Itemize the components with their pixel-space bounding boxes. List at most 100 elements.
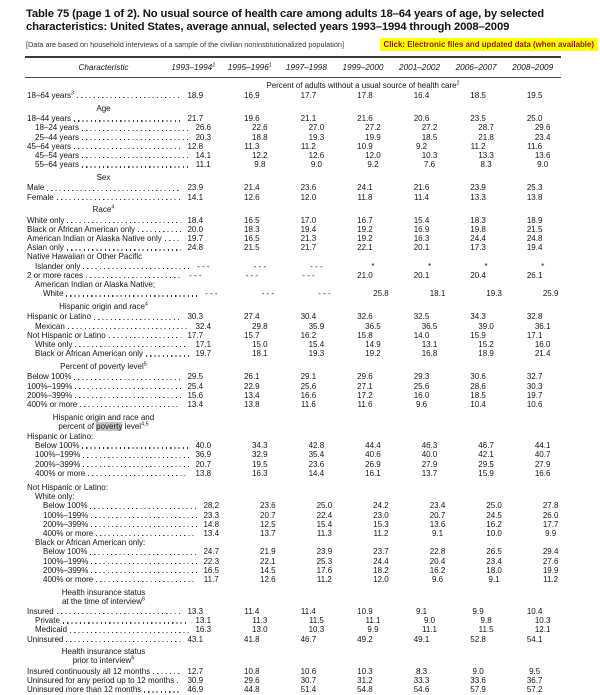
value-cell: 13.4 <box>244 390 260 400</box>
value-cell: 22.4 <box>316 510 333 520</box>
row-label-text: Below 100% <box>27 372 72 382</box>
section-heading-line: Health insurance status <box>61 587 146 597</box>
section-heading: Race4 <box>25 205 561 214</box>
leader-dots <box>77 97 181 99</box>
table-header-row: Characteristic 1993–19941 1995–19961 1997–1… <box>25 62 561 74</box>
electronic-files-link[interactable]: Click: Electronic files and updated data… <box>379 38 598 51</box>
table-row: 200%–399% 20.7 19.5 23.6 26.9 27.9 29.5 27.9 <box>25 460 561 469</box>
row-label-text: White <box>43 289 64 299</box>
value-cell: 16.2 <box>300 330 317 340</box>
table-row: 45–54 years 14.1 12.2 12.6 12.0 10.3 13.3 13.6 <box>25 151 561 160</box>
leader-dots <box>108 336 181 339</box>
leader-dots <box>83 267 189 270</box>
row-label: 400% or more <box>25 529 200 538</box>
value-cell: 25.3 <box>526 183 543 193</box>
column-header: Characteristic <box>78 63 129 72</box>
value-cell: 9.0 <box>472 666 484 676</box>
value-cell: 9.9 <box>545 528 557 538</box>
leader-dots <box>96 535 197 537</box>
table-row: 400% or more 13.8 16.3 14.4 16.1 13.7 15.9 16.6 <box>25 469 561 478</box>
value-cell: 28.6 <box>470 381 486 391</box>
value-cell: 19.7 <box>187 234 204 244</box>
value-cell: - - - <box>310 261 323 271</box>
row-label: Black or African American only: <box>25 538 192 547</box>
value-cell: 13.7 <box>421 468 438 478</box>
value-cell: 13.0 <box>252 625 268 635</box>
leader-dots <box>146 355 189 357</box>
table-row: Below 100% 28.2 23.6 25.0 24.2 23.4 25.0 27.8 <box>25 501 561 510</box>
row-label: 200%–399% <box>25 520 200 529</box>
value-cell: 18.3 <box>244 224 260 234</box>
section-heading-text: Race4 <box>25 205 182 214</box>
value-cell: 23.7 <box>373 547 389 557</box>
value-cell: 15.9 <box>470 330 486 340</box>
value-cell: 21.9 <box>260 547 276 557</box>
row-label: 25–44 years <box>25 133 192 142</box>
value-cell: 13.1 <box>195 616 212 626</box>
table-row: Insured 13.3 11.4 11.4 10.9 9.1 9.9 10.4 <box>25 607 561 616</box>
leader-dots <box>80 406 181 408</box>
value-cell: 7.6 <box>423 160 436 170</box>
value-cell: 10.9 <box>357 607 373 617</box>
value-cell: 12.2 <box>252 150 268 160</box>
row-label-text: White only: <box>35 492 75 502</box>
value-cell: 32.8 <box>526 312 543 322</box>
value-cell: 16.0 <box>413 390 430 400</box>
value-cell: 13.4 <box>187 399 204 409</box>
section-heading: Age <box>25 104 561 113</box>
value-cell: 30.4 <box>300 312 317 322</box>
row-label: Mexican <box>25 322 192 331</box>
value-cell: 27.2 <box>421 123 438 133</box>
row-label-text: Not Hispanic or Latino <box>27 330 106 340</box>
section-heading-text: Sex <box>25 173 182 182</box>
value-cell: 22.9 <box>244 381 260 391</box>
value-cell: 15.7 <box>244 330 260 340</box>
column-header: 1995–19961 <box>227 62 272 72</box>
value-cell: 9.9 <box>367 625 379 635</box>
value-cell: 15.6 <box>187 390 204 400</box>
value-cell: 16.3 <box>413 234 430 244</box>
value-cell: 29.6 <box>357 372 373 382</box>
value-cell: - - - <box>318 289 331 299</box>
value-cell: 10.3 <box>308 625 325 635</box>
value-cell: 26.5 <box>486 547 502 557</box>
value-cell: 12.0 <box>365 150 381 160</box>
row-label: Islander only <box>25 262 192 271</box>
value-cell: 39.0 <box>478 321 494 331</box>
leader-dots <box>62 622 189 624</box>
table-row: Islander only - - - - - - - - - * * * * <box>25 262 561 271</box>
value-cell: 27.1 <box>357 381 373 391</box>
row-label-text: Female <box>27 192 54 202</box>
value-cell: 13.1 <box>421 339 438 349</box>
value-cell: 27.9 <box>421 459 438 469</box>
value-cell: 19.7 <box>195 349 212 359</box>
value-cell: 54.8 <box>357 685 373 695</box>
value-cell: 11.3 <box>244 141 260 151</box>
row-label: Female <box>25 193 184 202</box>
row-label: 200%–399% <box>25 391 184 400</box>
value-cell: 19.3 <box>486 289 502 299</box>
value-cell: 9.0 <box>537 160 549 170</box>
value-cell: 21.5 <box>244 243 260 253</box>
table-row: Insured continuously all 12 months 12.7 10… <box>25 667 561 676</box>
value-cell: 20.7 <box>429 510 446 520</box>
row-label: American Indian or Alaska Native; <box>25 280 192 289</box>
value-cell: 19.7 <box>526 390 543 400</box>
value-cell: 24.1 <box>357 183 373 193</box>
section-heading: Percent of poverty level5 <box>25 361 561 370</box>
value-cell: 29.1 <box>300 372 317 382</box>
value-cell: - - - <box>302 270 315 280</box>
value-cell: 8.3 <box>415 666 428 676</box>
value-cell: 46.7 <box>478 441 494 451</box>
leader-dots <box>75 387 181 389</box>
value-cell: 16.9 <box>413 224 430 234</box>
section-heading-text: Health insurance status at the time of in… <box>25 588 182 606</box>
value-cell: 13.6 <box>534 150 551 160</box>
value-cell: 21.7 <box>187 114 204 124</box>
value-cell: 18.9 <box>187 91 204 100</box>
leader-dots <box>74 120 181 122</box>
value-cell: 25.0 <box>486 501 502 511</box>
value-cell: 17.1 <box>195 339 212 349</box>
value-cell: 26.1 <box>244 372 260 382</box>
row-label: 400% or more <box>25 575 200 584</box>
